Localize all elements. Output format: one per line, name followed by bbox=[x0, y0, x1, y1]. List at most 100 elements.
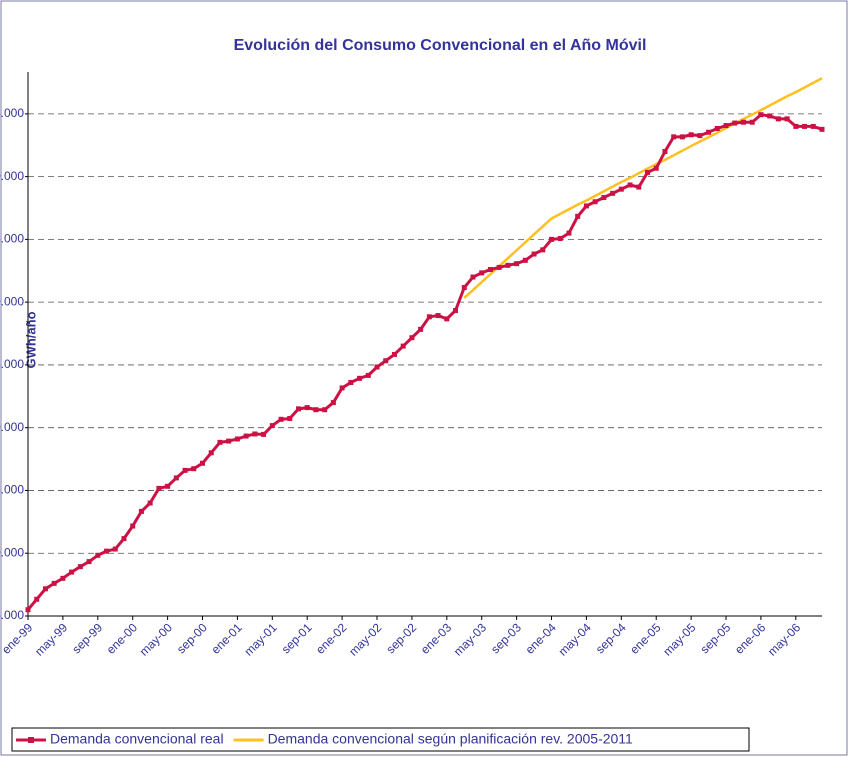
data-point bbox=[802, 123, 808, 129]
data-point bbox=[400, 343, 406, 349]
data-point bbox=[723, 123, 729, 129]
data-point bbox=[357, 375, 363, 381]
x-tick-label: may-03 bbox=[451, 620, 489, 658]
data-point bbox=[278, 416, 284, 422]
data-point bbox=[165, 483, 171, 489]
data-point bbox=[69, 569, 75, 575]
x-tick-label: may-05 bbox=[660, 620, 698, 658]
x-tick-label: ene-00 bbox=[104, 620, 141, 657]
data-point bbox=[435, 313, 441, 319]
data-point bbox=[269, 423, 275, 429]
data-point bbox=[793, 123, 799, 129]
data-point bbox=[383, 358, 389, 364]
x-tick-label: may-04 bbox=[556, 620, 594, 658]
data-point bbox=[566, 230, 572, 236]
data-point bbox=[365, 372, 371, 378]
data-point bbox=[819, 126, 825, 132]
data-point bbox=[252, 431, 258, 437]
data-point bbox=[191, 466, 197, 472]
data-point bbox=[810, 123, 816, 129]
data-point bbox=[51, 580, 57, 586]
x-tick-label: may-06 bbox=[765, 620, 803, 658]
legend-label: Demanda convencional real bbox=[50, 731, 224, 747]
y-axis-label: GWh/año bbox=[23, 311, 38, 368]
data-point bbox=[287, 415, 293, 421]
x-tick-label: sep-04 bbox=[593, 620, 629, 656]
data-point bbox=[531, 251, 537, 257]
y-tick-label: 235.000 bbox=[0, 232, 24, 246]
data-point bbox=[322, 407, 328, 413]
x-tick-label: may-99 bbox=[32, 620, 70, 658]
data-point bbox=[505, 262, 511, 268]
x-tick-label: sep-02 bbox=[383, 620, 419, 656]
x-tick-label: ene-04 bbox=[523, 620, 560, 657]
x-tick-label: ene-01 bbox=[208, 620, 245, 657]
data-point bbox=[653, 165, 659, 171]
data-point bbox=[34, 596, 40, 602]
legend-label: Demanda convencional según planificación… bbox=[268, 731, 633, 747]
data-point bbox=[557, 236, 563, 242]
data-point bbox=[313, 407, 319, 413]
legend-box bbox=[11, 727, 750, 752]
data-point bbox=[348, 379, 354, 385]
data-point bbox=[444, 316, 450, 322]
y-tick-label: 175.000 bbox=[0, 483, 24, 497]
data-point bbox=[549, 236, 555, 242]
data-point bbox=[147, 500, 153, 506]
y-tick-label: 265.000 bbox=[0, 106, 24, 120]
data-point bbox=[226, 438, 232, 444]
y-tick-label: 205.000 bbox=[0, 357, 24, 371]
x-tick-label: ene-02 bbox=[313, 620, 350, 657]
data-point bbox=[130, 523, 136, 529]
data-point bbox=[671, 134, 677, 140]
data-point bbox=[200, 460, 206, 466]
data-point bbox=[243, 433, 249, 439]
data-point bbox=[601, 195, 607, 201]
data-point bbox=[426, 314, 432, 320]
data-point bbox=[540, 247, 546, 253]
y-tick-label: 220.000 bbox=[0, 294, 24, 308]
data-point bbox=[740, 119, 746, 125]
x-tick-label: sep-00 bbox=[174, 620, 210, 656]
x-tick-label: ene-06 bbox=[732, 620, 769, 657]
data-point bbox=[234, 436, 240, 442]
data-point bbox=[714, 125, 720, 131]
y-tick-label: 160.000 bbox=[0, 545, 24, 559]
data-point bbox=[182, 467, 188, 473]
data-point bbox=[453, 308, 459, 314]
x-tick-label: sep-05 bbox=[698, 620, 734, 656]
data-point bbox=[644, 169, 650, 175]
x-tick-label: sep-01 bbox=[279, 620, 315, 656]
data-point bbox=[767, 113, 773, 119]
data-point bbox=[60, 575, 66, 581]
data-point bbox=[479, 270, 485, 276]
chart-title: Evolución del Consumo Convencional en el… bbox=[234, 37, 647, 54]
data-point bbox=[156, 485, 162, 491]
data-point bbox=[217, 439, 223, 445]
data-point bbox=[138, 508, 144, 514]
data-point bbox=[208, 450, 214, 456]
data-point bbox=[636, 184, 642, 190]
legend-marker bbox=[28, 737, 34, 743]
data-point bbox=[112, 546, 118, 552]
data-point bbox=[522, 257, 528, 263]
data-point bbox=[374, 364, 380, 370]
data-point bbox=[758, 112, 764, 118]
data-point bbox=[688, 132, 694, 138]
data-point bbox=[775, 116, 781, 122]
data-point bbox=[592, 199, 598, 205]
data-point bbox=[679, 134, 685, 140]
x-tick-label: ene-05 bbox=[627, 620, 664, 657]
data-point bbox=[295, 406, 301, 412]
data-point bbox=[391, 351, 397, 357]
data-point bbox=[784, 116, 790, 122]
y-tick-label: 190.000 bbox=[0, 420, 24, 434]
series-line bbox=[26, 113, 823, 611]
x-tick-label: sep-99 bbox=[69, 620, 105, 656]
data-point bbox=[339, 385, 345, 391]
data-point bbox=[662, 149, 668, 155]
data-point bbox=[461, 285, 467, 291]
x-tick-label: may-02 bbox=[346, 620, 384, 658]
